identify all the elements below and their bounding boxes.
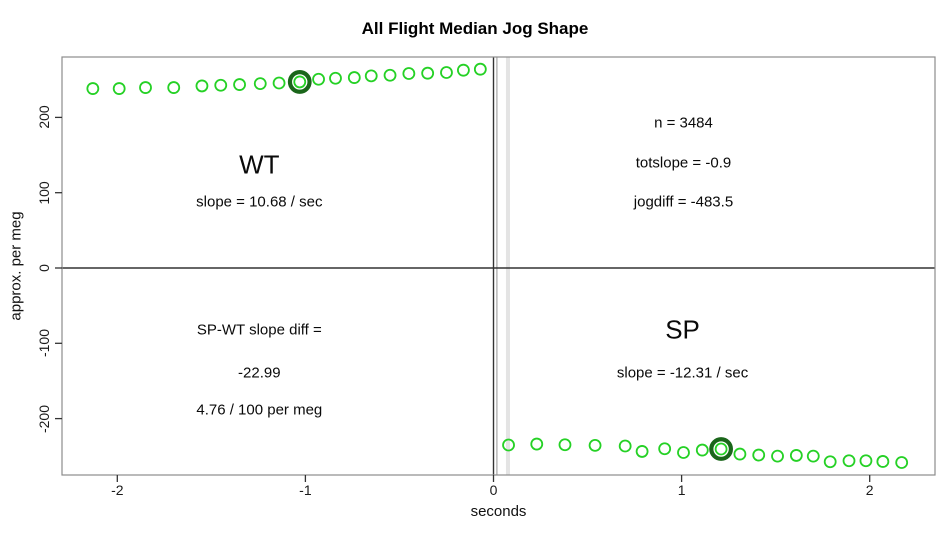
data-point-sp: [502, 438, 515, 452]
y-tick-label: 0: [36, 264, 52, 272]
data-point-wt: [329, 71, 342, 85]
data-point-wt: [364, 69, 378, 83]
x-tick-label: -1: [299, 482, 312, 498]
data-point-sp: [733, 447, 747, 461]
data-point-sp: [789, 449, 803, 462]
annotation-sp-slope: slope = -12.31 / sec: [616, 364, 749, 382]
data-point-sp: [714, 442, 728, 456]
data-point-wt: [167, 81, 181, 94]
data-point-sp: [876, 455, 890, 468]
data-point-wt: [272, 76, 286, 90]
annotation-diff-heading: SP-WT slope diff =: [196, 321, 322, 339]
data-point-sp: [658, 442, 672, 456]
data-point-sp: [618, 439, 632, 453]
data-point-wt: [293, 75, 307, 89]
data-point-sp: [823, 455, 837, 469]
data-point-sp: [771, 449, 784, 463]
highlight-ring-wt: [287, 70, 312, 94]
data-point-wt: [402, 67, 416, 80]
y-axis-label: approx. per meg: [7, 211, 25, 321]
y-tick-label: -100: [36, 329, 52, 358]
data-point-sp: [530, 437, 544, 451]
data-point-wt: [214, 78, 228, 92]
data-point-sp: [677, 446, 690, 459]
data-point-wt: [253, 77, 267, 90]
data-point-sp: [859, 454, 873, 468]
data-point-sp: [635, 445, 649, 458]
data-point-wt: [347, 71, 361, 84]
x-tick-label: -2: [111, 482, 124, 498]
data-point-sp: [895, 456, 909, 469]
annotation-diff-per-meg: 4.76 / 100 per meg: [196, 401, 323, 419]
x-tick-label: 1: [677, 482, 686, 498]
plot-box: [61, 56, 936, 476]
annotation-n-count: n = 3484: [654, 114, 713, 132]
data-point-sp: [842, 454, 856, 468]
data-point-sp: [806, 449, 820, 463]
x-tick-label: 2: [865, 482, 874, 498]
annotation-wt-slope: slope = 10.68 / sec: [196, 193, 323, 211]
y-tick-label: -200: [36, 404, 52, 433]
x-tick-label: 0: [489, 482, 498, 498]
data-point-wt: [139, 81, 152, 94]
data-point-wt: [86, 82, 100, 95]
data-point-wt: [233, 78, 246, 91]
annotation-diff-value: -22.99: [238, 364, 281, 382]
data-point-wt: [440, 66, 453, 79]
annotation-sp-label: SP: [665, 314, 700, 345]
data-point-sp: [558, 438, 572, 452]
data-point-wt: [473, 62, 487, 76]
data-point-wt: [457, 63, 470, 77]
x-axis-label: seconds: [470, 503, 527, 520]
data-point-wt: [383, 68, 397, 82]
data-point-wt: [312, 72, 325, 86]
annotation-totslope: totslope = -0.9: [635, 154, 732, 172]
highlight-ring-sp: [709, 437, 734, 461]
data-point-sp: [695, 443, 709, 457]
data-point-sp: [588, 439, 602, 452]
annotation-jogdiff: jogdiff = -483.5: [633, 193, 734, 211]
chart-title: All Flight Median Jog Shape: [361, 19, 589, 38]
y-tick-label: 100: [36, 181, 52, 205]
data-point-sp: [752, 448, 766, 462]
y-tick-label: 200: [36, 105, 52, 130]
data-point-wt: [195, 79, 209, 93]
annotation-wt-label: WT: [239, 149, 280, 180]
data-point-wt: [112, 82, 126, 95]
data-point-wt: [421, 66, 435, 80]
